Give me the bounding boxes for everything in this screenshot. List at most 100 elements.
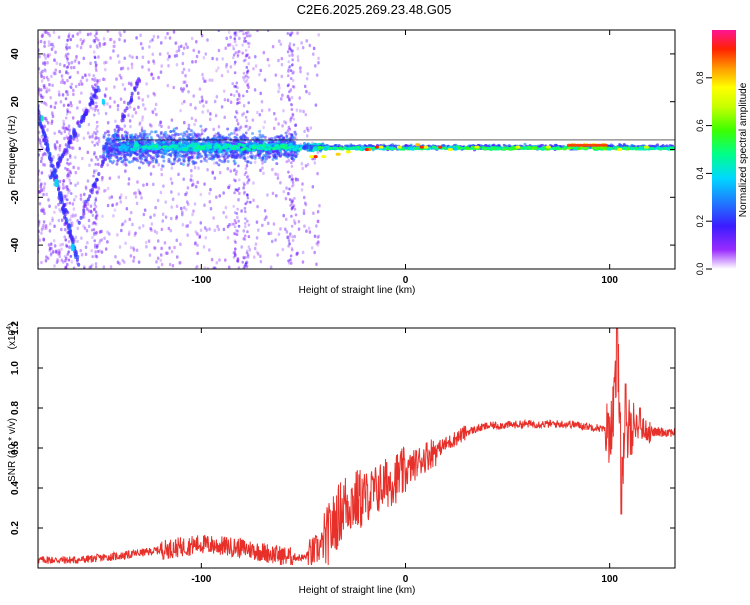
heatmap-cell: [70, 243, 75, 251]
heatmap-cell: [65, 135, 69, 139]
heatmap-cell: [247, 235, 251, 239]
heatmap-cell: [34, 231, 37, 235]
heatmap-cell: [294, 132, 298, 136]
heatmap-cell: [34, 184, 37, 188]
heatmap-cell: [126, 153, 130, 157]
heatmap-cell: [72, 165, 75, 170]
heatmap-cell: [76, 226, 80, 231]
heatmap-cell: [192, 182, 195, 187]
heatmap-cell: [235, 43, 238, 47]
heatmap-cell: [38, 67, 41, 71]
heatmap-cell: [68, 76, 72, 80]
heatmap-cell: [90, 228, 94, 232]
heatmap-cell: [68, 45, 72, 50]
heatmap-cell: [95, 69, 98, 73]
heatmap-cell: [33, 127, 36, 131]
heatmap-cell: [81, 156, 84, 161]
heatmap-cell: [45, 192, 48, 197]
heatmap-cell: [145, 132, 149, 136]
heatmap-cell: [316, 209, 320, 214]
heatmap-cell: [106, 203, 110, 208]
heatmap-cell: [43, 182, 47, 186]
heatmap-cell: [302, 208, 306, 213]
heatmap-cell: [214, 113, 218, 118]
heatmap-cell: [291, 31, 294, 35]
heatmap-cell: [82, 38, 86, 43]
heatmap-cell: [63, 148, 67, 153]
heatmap-cell: [301, 250, 305, 255]
heatmap-cell: [35, 133, 38, 137]
heatmap-cell: [172, 127, 176, 131]
heatmap-cell: [186, 186, 190, 190]
heatmap-cell: [263, 160, 267, 164]
heatmap-cell: [137, 260, 141, 264]
heatmap-cell: [83, 192, 86, 197]
heatmap-cell: [304, 164, 308, 168]
heatmap-cell: [260, 158, 264, 162]
heatmap-cell: [94, 132, 98, 136]
heatmap-cell: [192, 48, 195, 53]
heatmap-cell: [242, 111, 246, 116]
heatmap-cell: [35, 238, 38, 242]
heatmap-cell: [56, 140, 59, 144]
heatmap-cell: [33, 68, 36, 72]
heatmap-cell: [38, 130, 41, 135]
heatmap-cell: [236, 86, 239, 90]
heatmap-cell: [74, 213, 77, 218]
heatmap-cell: [66, 90, 69, 94]
heatmap-cell: [51, 111, 54, 115]
heatmap-cell: [286, 191, 290, 196]
heatmap-cell: [83, 73, 87, 77]
heatmap-cell: [80, 253, 84, 257]
heatmap-cell: [200, 132, 204, 136]
heatmap-cell: [93, 83, 97, 87]
heatmap-cell: [303, 224, 306, 228]
heatmap-cell: [91, 106, 95, 111]
heatmap-cell: [290, 174, 294, 178]
heatmap-cell: [68, 110, 72, 114]
heatmap-cell: [105, 87, 108, 91]
heatmap-cell: [150, 228, 153, 232]
heatmap-cell: [237, 198, 240, 202]
heatmap-cell: [242, 229, 246, 233]
heatmap-cell: [106, 186, 110, 191]
heatmap-cell: [138, 226, 141, 230]
heatmap-cell: [209, 112, 212, 116]
heatmap-cell: [35, 235, 38, 239]
heatmap-cell: [169, 129, 173, 133]
heatmap-cell: [312, 211, 315, 215]
heatmap-cell: [167, 157, 171, 161]
heatmap-cell: [156, 239, 160, 243]
heatmap-cell: [249, 200, 252, 204]
heatmap-cell: [300, 161, 304, 166]
heatmap-cell: [217, 227, 221, 232]
heatmap-cell: [244, 217, 247, 221]
heatmap-cell: [287, 146, 292, 150]
heatmap-cell: [302, 109, 305, 114]
heatmap-cell: [59, 209, 62, 214]
heatmap-cell: [77, 166, 80, 170]
heatmap-cell: [248, 56, 251, 60]
heatmap-cell: [40, 79, 44, 83]
heatmap-cell: [133, 191, 136, 196]
heatmap-cell: [206, 142, 211, 146]
heatmap-cell: [144, 140, 148, 144]
heatmap-cell: [229, 169, 232, 173]
heatmap-cell: [187, 135, 191, 139]
heatmap-cell: [153, 93, 157, 97]
heatmap-cell: [196, 156, 200, 160]
heatmap-cell: [43, 44, 46, 48]
heatmap-cell: [280, 97, 283, 101]
heatmap-cell: [42, 207, 45, 211]
heatmap-cell: [65, 89, 68, 94]
heatmap-cell: [248, 41, 251, 45]
heatmap-cell: [138, 123, 141, 127]
heatmap-cell: [115, 202, 118, 207]
heatmap-cell: [161, 212, 165, 216]
heatmap-cell: [132, 248, 136, 252]
heatmap-cell: [90, 158, 93, 162]
heatmap-cell: [287, 158, 291, 163]
heatmap-cell: [203, 203, 206, 208]
heatmap-cell: [194, 184, 198, 189]
heatmap-cell: [92, 171, 96, 175]
